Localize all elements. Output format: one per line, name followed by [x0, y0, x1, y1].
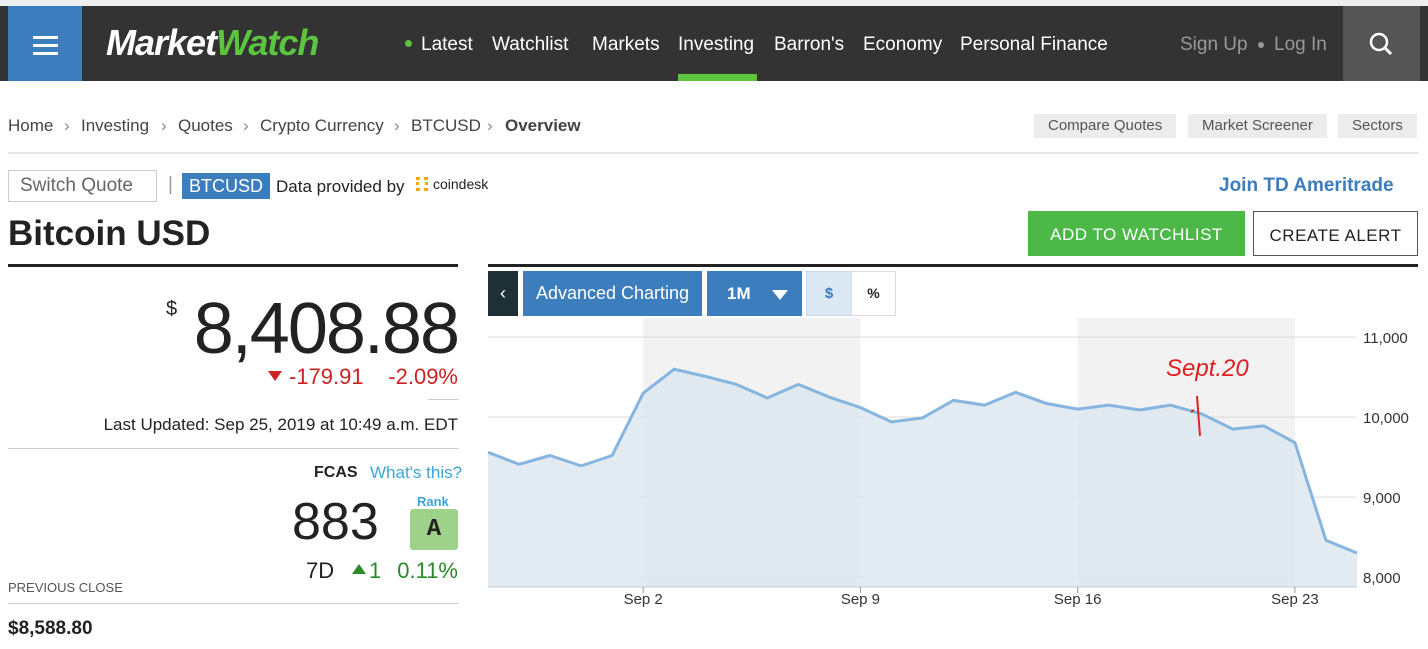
- tool-button[interactable]: Sectors: [1338, 114, 1417, 138]
- search-button[interactable]: [1343, 6, 1420, 81]
- page-title: Bitcoin USD: [8, 214, 211, 253]
- pct-toggle[interactable]: %: [851, 271, 896, 316]
- nav-link[interactable]: Latest: [421, 34, 473, 55]
- menu-icon: [33, 36, 58, 39]
- fcas-change-pct: 0.11%: [397, 558, 458, 583]
- currency: $: [166, 298, 178, 320]
- crumb[interactable]: Investing: [81, 116, 150, 135]
- dot: [405, 40, 412, 47]
- rank-label: Rank: [417, 494, 449, 509]
- price: 8,408.88: [193, 289, 460, 369]
- menu-button[interactable]: [8, 6, 82, 81]
- logo-part: Watch: [216, 22, 319, 63]
- price-line: [488, 367, 1358, 555]
- alert-button[interactable]: CREATE ALERT: [1253, 211, 1418, 256]
- collapse-button[interactable]: ‹: [488, 271, 518, 316]
- provider: coindesk: [433, 176, 489, 192]
- prev-close-label: PREVIOUS CLOSE: [8, 580, 123, 595]
- nav-bar: [0, 6, 1428, 81]
- nav-link[interactable]: Investing: [678, 34, 755, 55]
- y-tick-label: 9,000: [1363, 490, 1401, 507]
- change-pct: -2.09%: [388, 364, 458, 389]
- up-arrow: [352, 564, 366, 574]
- rule: [8, 264, 458, 267]
- search-icon: [1369, 32, 1393, 56]
- logo[interactable]: MarketWatch: [106, 22, 319, 64]
- fcas-period: 7D: [306, 558, 335, 583]
- area: [488, 369, 1357, 587]
- nav-link[interactable]: Personal Finance: [960, 34, 1108, 55]
- range: 1M: [727, 284, 751, 303]
- active-underline: [678, 74, 757, 81]
- fcas-score: 883: [292, 493, 379, 551]
- watchlist-button[interactable]: ADD TO WATCHLIST: [1028, 211, 1245, 256]
- x-tick-label: Sep 23: [1271, 591, 1319, 608]
- ticker: BTCUSD: [182, 173, 271, 199]
- x-tick-label: Sep 2: [624, 591, 663, 608]
- fcas-label: FCAS: [314, 464, 358, 481]
- caret: [772, 290, 788, 300]
- prev-close-value: $8,588.80: [8, 618, 93, 639]
- down-arrow: [268, 371, 282, 381]
- nav-link[interactable]: Economy: [863, 34, 943, 55]
- x-tick-label: Sep 9: [841, 591, 880, 608]
- nav-link[interactable]: Markets: [592, 34, 660, 55]
- nav-link[interactable]: Barron's: [774, 34, 845, 55]
- dollar-toggle[interactable]: $: [806, 271, 852, 316]
- annotation-mark: [1190, 395, 1201, 437]
- logo-part: Market: [106, 22, 217, 63]
- join-link[interactable]: Join TD Ameritrade: [1219, 175, 1394, 196]
- top-strip: [0, 0, 1428, 6]
- y-tick-label: 11,000: [1363, 330, 1408, 347]
- y-tick-label: 8,000: [1363, 570, 1401, 587]
- rule: [488, 264, 1418, 267]
- change: -179.91: [289, 364, 364, 389]
- y-tick-label: 10,000: [1363, 410, 1409, 427]
- tool-button[interactable]: Market Screener: [1188, 114, 1327, 138]
- crumb[interactable]: Crypto Currency: [260, 116, 384, 135]
- coindesk-icon: [416, 177, 428, 191]
- log-in[interactable]: Log In: [1274, 34, 1327, 55]
- fcas-change: 1: [369, 558, 382, 583]
- crumb[interactable]: BTCUSD: [411, 116, 481, 135]
- crumb: Overview: [505, 116, 581, 135]
- switch-quote[interactable]: Switch Quote: [8, 170, 157, 202]
- divider: [8, 152, 1418, 154]
- x-tick-label: Sep 16: [1054, 591, 1102, 608]
- sign-up[interactable]: Sign Up: [1180, 34, 1248, 55]
- rank: A: [410, 509, 458, 550]
- provided-by: Data provided by: [276, 177, 405, 196]
- nav-link[interactable]: Watchlist: [492, 34, 569, 55]
- crumb[interactable]: Quotes: [178, 116, 233, 135]
- last-updated: Last Updated: Sep 25, 2019 at 10:49 a.m.…: [103, 415, 458, 434]
- fcas-help[interactable]: What's this?: [370, 463, 463, 482]
- advanced-charting[interactable]: Advanced Charting: [523, 271, 702, 316]
- chart: 8,000 9,000 10,000 11,000 Sep 2 Sep 9 Sep 16 Se…: [488, 318, 1409, 608]
- crumb[interactable]: Home: [8, 116, 54, 135]
- annotation: Sept.20: [1166, 355, 1249, 382]
- dot: [1258, 42, 1264, 48]
- tool-button[interactable]: Compare Quotes: [1034, 114, 1177, 138]
